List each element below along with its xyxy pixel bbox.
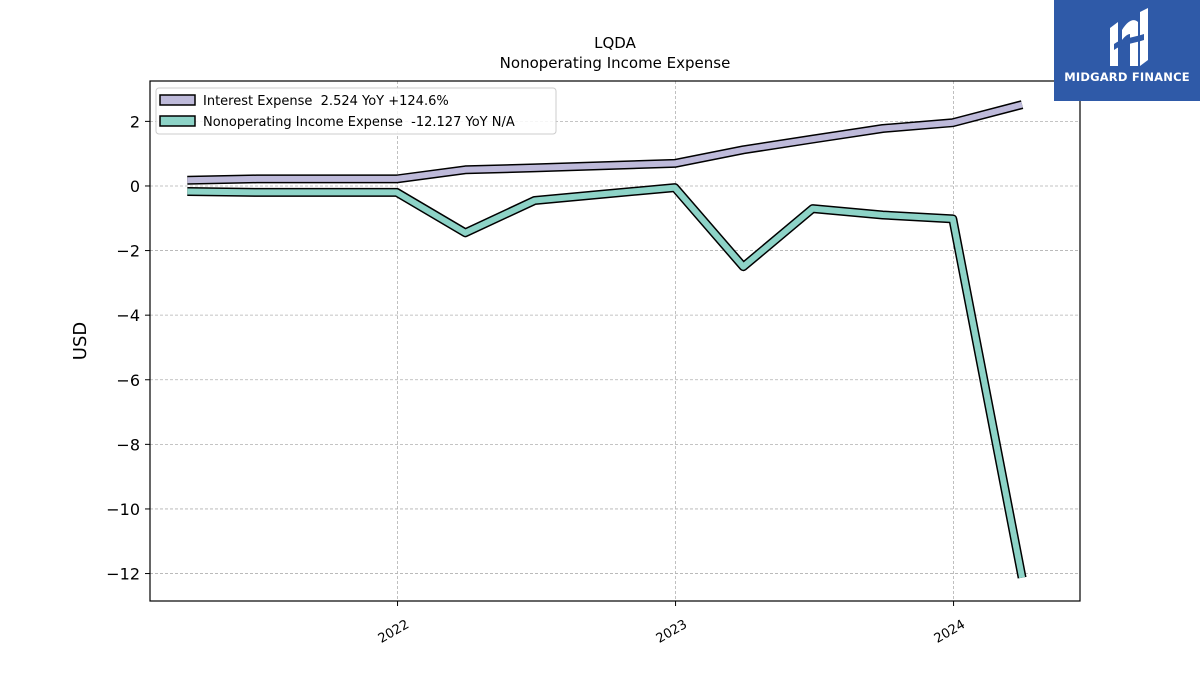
chart-title: LQDA <box>594 34 636 52</box>
y-tick-label: −12 <box>106 565 140 584</box>
brand-name: MIDGARD FINANCE <box>1064 70 1190 84</box>
y-tick-label: −10 <box>106 500 140 519</box>
legend-box <box>155 87 557 135</box>
chart-subtitle: Nonoperating Income Expense <box>500 54 731 72</box>
y-tick-label: 2 <box>130 112 140 131</box>
legend-label: Interest Expense 2.524 YoY +124.6% <box>203 94 449 109</box>
series-line-fill <box>187 101 1023 184</box>
series-line <box>187 100 1024 185</box>
legend-swatch <box>159 94 196 106</box>
series-line-fill <box>187 184 1026 579</box>
y-tick-label: −8 <box>116 435 140 454</box>
x-tick-label: 2024 <box>932 617 968 647</box>
y-tick-label: −2 <box>116 242 140 261</box>
series-line-outline <box>187 183 1027 579</box>
y-tick-label: −6 <box>116 371 140 390</box>
brand-logo: MIDGARD FINANCE <box>1054 0 1200 101</box>
legend-swatch <box>159 115 196 127</box>
grid <box>150 81 1080 601</box>
series-lines <box>187 100 1027 579</box>
y-tick-label: 0 <box>130 177 140 196</box>
y-axis-label: USD <box>70 322 91 360</box>
series-line <box>187 183 1027 579</box>
y-tick-label: −4 <box>116 306 140 325</box>
legend: Interest Expense 2.524 YoY +124.6% Nonope… <box>155 87 557 135</box>
x-tick-label: 2022 <box>376 617 412 647</box>
plot-frame <box>149 80 1081 602</box>
legend-label: Nonoperating Income Expense -12.127 YoY … <box>203 115 515 130</box>
x-tick-label: 2023 <box>654 617 690 647</box>
brand-mark-icon <box>1110 8 1148 66</box>
